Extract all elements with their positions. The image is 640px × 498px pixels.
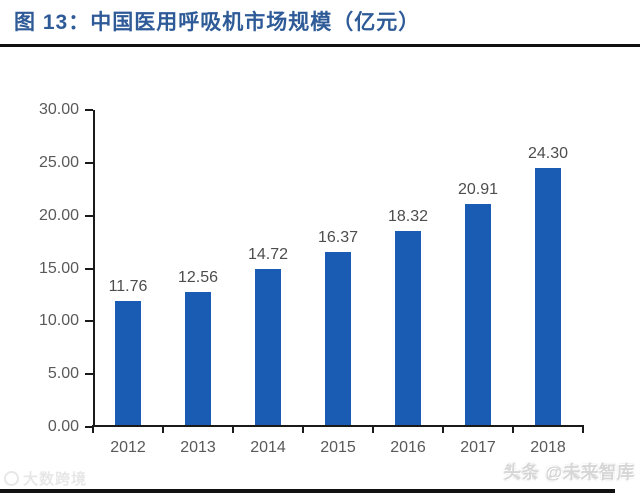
bottom-rule bbox=[0, 489, 615, 493]
x-axis-tick-label: 2015 bbox=[320, 439, 356, 456]
figure-label: 图 13： bbox=[14, 11, 91, 34]
y-axis-tick bbox=[85, 320, 93, 323]
x-axis-tick bbox=[92, 425, 94, 433]
bar bbox=[255, 269, 281, 425]
y-axis-tick bbox=[85, 267, 93, 270]
bar-value-label: 11.76 bbox=[108, 277, 148, 295]
figure-title-row: 图 13：中国医用呼吸机市场规模（亿元） bbox=[14, 6, 420, 36]
x-axis-tick bbox=[232, 425, 234, 433]
bar bbox=[325, 252, 351, 425]
y-axis-tick-label: 25.00 bbox=[38, 153, 79, 171]
plot-area bbox=[93, 110, 583, 427]
x-axis-tick-label: 2018 bbox=[530, 439, 566, 456]
bar bbox=[185, 292, 211, 425]
figure-title: 中国医用呼吸机市场规模（亿元） bbox=[90, 11, 421, 34]
bar bbox=[465, 204, 491, 425]
x-axis-tick-label: 2012 bbox=[110, 439, 146, 456]
y-axis-tick-label: 0.00 bbox=[47, 418, 79, 435]
y-axis-tick bbox=[85, 214, 93, 217]
x-axis-tick-label: 2013 bbox=[180, 439, 216, 456]
watermark-bottom-right: 头条 @未来智库 bbox=[503, 463, 635, 482]
x-axis-tick bbox=[302, 425, 304, 433]
y-axis-tick-label: 15.00 bbox=[38, 259, 79, 277]
watermark-logo-icon bbox=[4, 471, 19, 486]
bar-value-label: 18.32 bbox=[387, 208, 429, 226]
y-axis-tick-label: 5.00 bbox=[47, 365, 79, 383]
bar-value-label: 16.37 bbox=[317, 229, 359, 247]
watermark-left-text: 大数跨境 bbox=[23, 471, 88, 488]
y-axis-tick-label: 30.00 bbox=[38, 101, 79, 118]
bar-value-label: 20.91 bbox=[457, 181, 499, 199]
y-axis-tick-label: 10.00 bbox=[38, 312, 79, 330]
bar bbox=[395, 231, 421, 425]
watermark-bottom-left: 大数跨境 bbox=[4, 468, 87, 489]
x-axis-tick-label: 2014 bbox=[250, 439, 286, 456]
bar-value-label: 14.72 bbox=[247, 246, 289, 264]
x-axis-tick bbox=[442, 425, 444, 433]
y-axis-tick bbox=[85, 373, 93, 376]
y-axis-tick bbox=[85, 161, 93, 164]
x-axis-tick-label: 2017 bbox=[460, 439, 496, 456]
bar-value-label: 24.30 bbox=[527, 145, 569, 163]
x-axis-tick bbox=[512, 425, 514, 433]
x-axis-tick bbox=[372, 425, 374, 433]
y-axis-tick-label: 20.00 bbox=[38, 206, 79, 224]
bar bbox=[535, 168, 561, 425]
y-axis-tick bbox=[85, 109, 93, 111]
x-axis-tick-label: 2016 bbox=[390, 439, 426, 456]
title-divider-rule bbox=[0, 44, 640, 47]
y-axis-tick bbox=[85, 426, 93, 428]
bar bbox=[115, 300, 141, 425]
bar-value-label: 12.56 bbox=[177, 269, 219, 287]
x-axis-tick bbox=[162, 425, 164, 433]
x-axis-tick bbox=[582, 425, 584, 433]
